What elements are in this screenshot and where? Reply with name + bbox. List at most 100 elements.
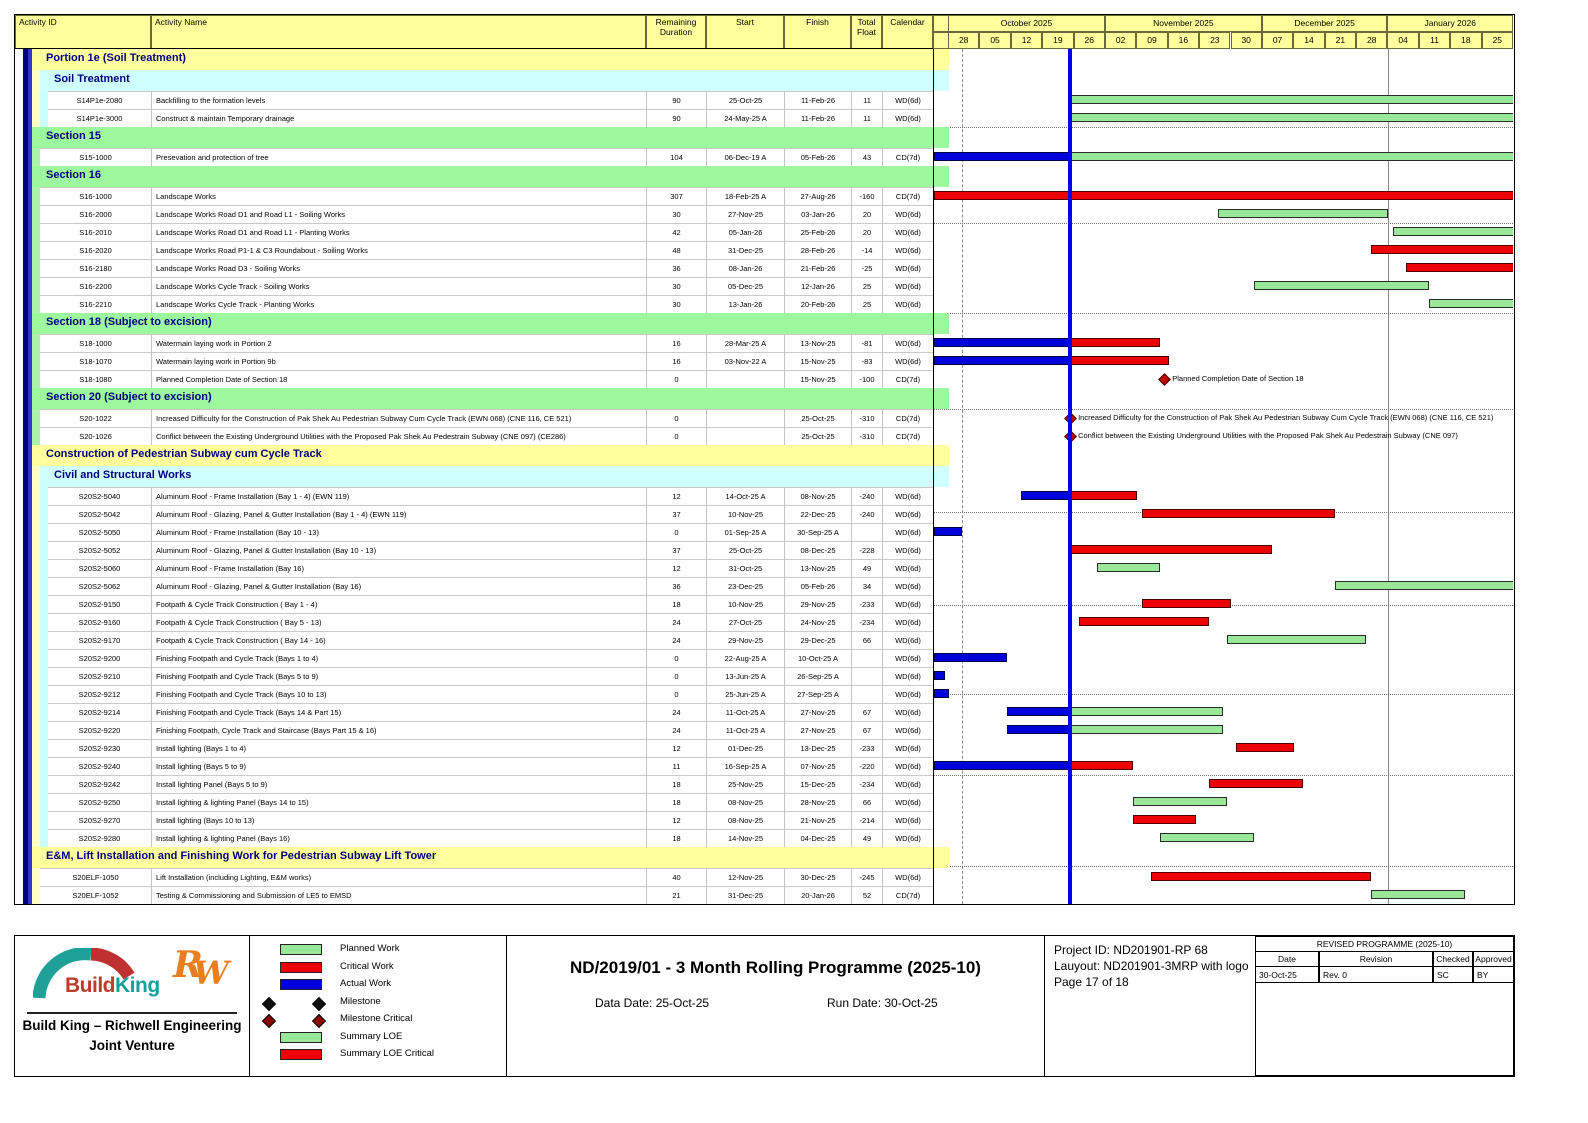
cell-start: 13-Jan-26 [706,295,784,313]
gantt-row [934,148,1513,166]
gantt-bar-planned [1070,152,1513,161]
gantt-row: Planned Completion Date of Section 18 [934,370,1513,388]
cell-finish: 08-Nov-25 [784,487,851,505]
timeline-week: 28 [948,32,980,49]
cell-tf: -14 [851,241,882,259]
cell-cal: WD(6d) [882,205,933,223]
wbs-stripe-project [23,223,32,241]
band-fill [40,466,933,487]
cell-start: 06-Dec-19 A [706,148,784,166]
gantt-bar-actual [934,671,945,680]
band-fill [32,313,933,334]
cell-cal: WD(6d) [882,595,933,613]
legend-label: Critical Work [340,960,394,972]
cell-finish: 13-Dec-25 [784,739,851,757]
wbs-stripe [40,793,48,811]
wbs-stripe [40,109,48,127]
cell-start: 01-Sep-25 A [706,523,784,541]
cell-rd: 0 [646,523,706,541]
wbs-stripe [40,739,48,757]
cell-rd: 40 [646,868,706,886]
table-row: S16-2180 Landscape Works Road D3 - Soilin… [15,259,933,277]
cell-rd: 48 [646,241,706,259]
gantt-row: Conflict between the Existing Undergroun… [934,427,1513,445]
wbs-stripe [32,109,40,127]
cell-id: S18-1070 [40,352,151,370]
gantt-band-sliver [934,313,949,334]
cell-name: Landscape Works Road D3 - Soiling Works [151,259,646,277]
cell-id: S16-2210 [40,295,151,313]
band-label: E&M, Lift Installation and Finishing Wor… [46,850,437,862]
milestone-label: Conflict between the Existing Undergroun… [1078,431,1458,440]
gantt-bar-planned [1334,581,1513,590]
gantt-row [934,388,1513,409]
gantt-bar-actual [934,356,1075,365]
wbs-stripe-project [23,370,32,388]
gantt-row [934,595,1513,613]
wbs-stripe-project [23,667,32,685]
cell-id: S20S2-5052 [48,541,151,559]
cell-tf: 20 [851,205,882,223]
cell-tf: 25 [851,295,882,313]
cell-start: 08-Nov-25 [706,793,784,811]
wbs-stripe [40,775,48,793]
wbs-stripe-project [23,847,32,868]
cell-cal: CD(7d) [882,409,933,427]
wbs-stripe-project [23,811,32,829]
gantt-row [934,313,1513,334]
column-header-id: Activity ID [15,15,151,49]
wbs-stripe [40,613,48,631]
cell-finish: 25-Feb-26 [784,223,851,241]
band-row: Section 16 [15,166,933,187]
run-date-label: Run Date: 30-Oct-25 [827,996,938,1010]
cell-start: 25-Oct-25 [706,541,784,559]
cell-rd: 21 [646,886,706,904]
cell-tf: -25 [851,259,882,277]
cell-id: S16-2020 [40,241,151,259]
wbs-stripe [32,649,40,667]
cell-tf [851,667,882,685]
table-row: S16-2210 Landscape Works Cycle Track - Pl… [15,295,933,313]
gantt-row [934,613,1513,631]
gantt-bar-critical [1235,743,1295,752]
gantt-row [934,295,1513,313]
cell-name: Finishing Footpath and Cycle Track (Bays… [151,649,646,667]
cell-tf [851,685,882,703]
cell-cal: CD(7d) [882,370,933,388]
cell-tf: -233 [851,595,882,613]
critical-swatch [280,961,322,973]
table-row: S18-1000 Watermain laying work in Portion… [15,334,933,352]
cell-start: 31-Oct-25 [706,559,784,577]
cell-name: Footpath & Cycle Track Construction ( Ba… [151,631,646,649]
cell-tf: -228 [851,541,882,559]
cell-name: Watermain laying work in Portion 9b [151,352,646,370]
data-date-line [1068,49,1073,904]
timeline-week: 21 [1324,32,1357,49]
cell-finish: 29-Nov-25 [784,595,851,613]
cell-cal: WD(6d) [882,793,933,811]
wbs-stripe-project [23,649,32,667]
cell-tf: 49 [851,829,882,847]
cell-id: S14P1e-3000 [48,109,151,127]
cell-name: Landscape Works Road P1-1 & C3 Roundabou… [151,241,646,259]
cell-cal: WD(6d) [882,277,933,295]
cell-rd: 12 [646,739,706,757]
timeline-week: 19 [1042,32,1074,49]
cell-rd: 12 [646,811,706,829]
cell-rd: 24 [646,631,706,649]
layout-name: Lauyout: ND201901-3MRP with logo [1054,958,1249,973]
gantt-band-sliver [934,49,949,70]
cell-finish: 29-Dec-25 [784,631,851,649]
cell-id: S20S2-5040 [48,487,151,505]
gantt-row [934,721,1513,739]
timeline-week: 14 [1293,32,1325,49]
wbs-stripe-project [23,295,32,313]
cell-cal: CD(7d) [882,148,933,166]
cell-tf: 66 [851,631,882,649]
gantt-bar-actual [934,527,963,536]
row-guide-line [934,223,1513,224]
wbs-stripe-project [23,487,32,505]
cell-finish: 07-Nov-25 [784,757,851,775]
cell-tf: 25 [851,277,882,295]
